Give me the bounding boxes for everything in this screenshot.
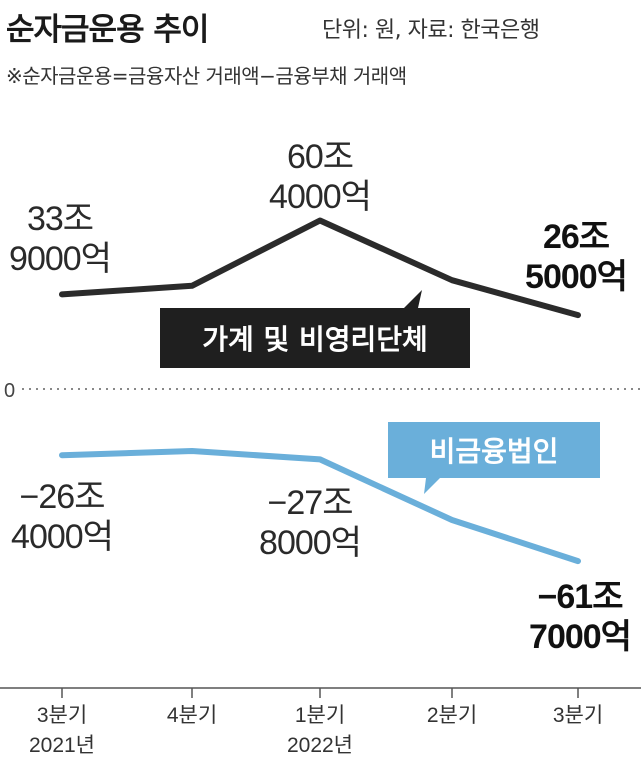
data-label: 5000억 <box>525 258 627 296</box>
chart-title: 순자금운용 추이 <box>6 12 209 48</box>
series-tag-corporate <box>388 422 600 494</box>
x-tick-label: 2분기 <box>427 704 477 727</box>
data-label: 9000억 <box>9 240 111 278</box>
data-label: 4000억 <box>11 518 113 556</box>
series-tag-household <box>160 290 470 368</box>
data-label: 60조 <box>287 138 353 176</box>
x-year-label: 2022년 <box>287 734 353 757</box>
data-label: 26조 <box>543 218 610 256</box>
x-tick-label: 3분기 <box>37 704 87 727</box>
x-year-label: 2021년 <box>29 734 95 757</box>
series-tag-corporate-label: 비금융법인 <box>430 435 559 468</box>
series-line-1 <box>59 448 581 565</box>
x-tick-label: 1분기 <box>295 704 345 727</box>
x-tick-label: 3분기 <box>553 704 603 727</box>
data-label: 7000억 <box>529 618 631 656</box>
series-line-0 <box>59 217 581 319</box>
data-label: 4000억 <box>269 178 371 216</box>
data-label: 8000억 <box>259 524 361 562</box>
x-tick-label: 4분기 <box>167 704 217 727</box>
zero-tick-label: 0 <box>4 380 15 402</box>
definition-note: ※순자금운용=금융자산 거래액−금융부채 거래액 <box>6 64 407 88</box>
unit-source-note: 단위: 원, 자료: 한국은행 <box>322 18 540 43</box>
data-label: 33조 <box>27 200 93 238</box>
data-label: −27조 <box>268 484 353 522</box>
data-label: −26조 <box>20 478 105 516</box>
series-tag-household-label: 가계 및 비영리단체 <box>202 323 428 356</box>
data-label: −61조 <box>538 578 624 616</box>
